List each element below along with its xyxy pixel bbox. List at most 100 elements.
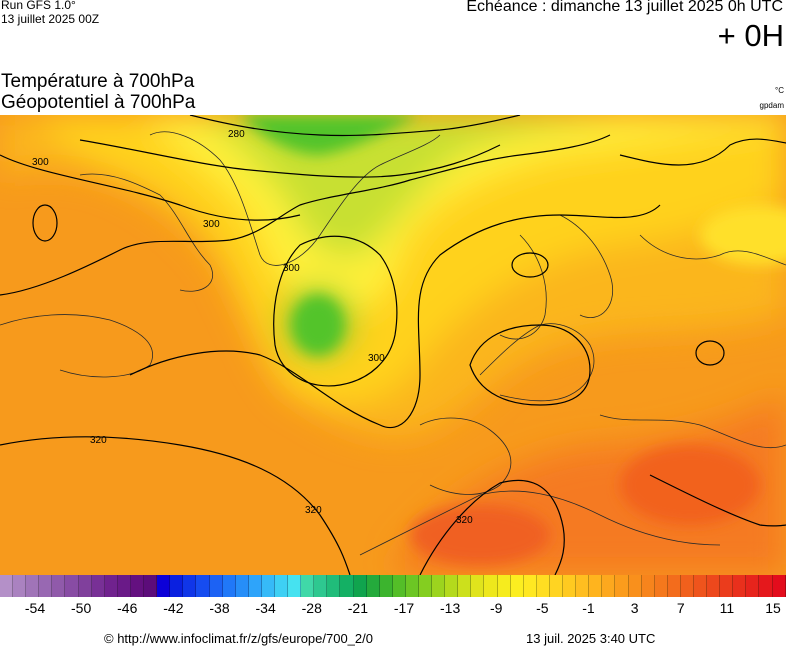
unit-geopotential: gpdam <box>759 101 784 110</box>
colorbar-swatch <box>707 575 721 597</box>
colorbar-swatch <box>497 575 511 597</box>
colorbar-tick-label: -5 <box>536 600 549 616</box>
contour-northeast <box>619 138 786 166</box>
colorbar-tick-label: -54 <box>24 600 46 616</box>
colorbar-tick-label: -1 <box>582 600 595 616</box>
colorbar-tick-label: 3 <box>630 600 639 616</box>
colorbar-swatch <box>65 575 79 597</box>
colorbar-swatch <box>392 575 406 597</box>
colorbar-swatch <box>628 575 642 597</box>
contour-320-east <box>649 474 786 527</box>
colorbar-swatch <box>183 575 197 597</box>
colorbar-swatch <box>654 575 668 597</box>
map-title-geopotential: Géopotentiel à 700hPa <box>1 92 196 113</box>
colorbar-swatch <box>510 575 524 597</box>
contour-label-2: 300 <box>32 157 49 168</box>
contour-low-central-europe <box>469 324 591 406</box>
colorbar-tick-label: 11 <box>719 600 735 616</box>
colorbar-swatch <box>641 575 655 597</box>
colorbar-swatch <box>746 575 760 597</box>
colorbar-tick-label: -28 <box>301 600 322 616</box>
colorbar-swatch <box>680 575 694 597</box>
contour-300-low <box>273 235 398 387</box>
colorbar-swatch <box>759 575 773 597</box>
contour-label-6: 320 <box>90 435 107 446</box>
colorbar-swatch <box>419 575 433 597</box>
contour-label-7: 320 <box>305 505 322 516</box>
contour-320-africa <box>419 479 565 575</box>
colorbar-swatch <box>78 575 92 597</box>
colorbar-swatch <box>733 575 747 597</box>
colorbar-tick-label: -17 <box>393 600 415 616</box>
colorbar-swatch <box>130 575 145 597</box>
unit-temperature: °C <box>775 86 784 95</box>
colorbar-swatch <box>26 575 40 597</box>
colorbar-swatch <box>170 575 184 597</box>
colorbar-swatch <box>196 575 210 597</box>
colorbar-swatch <box>261 575 275 597</box>
contour-low-west <box>32 204 58 242</box>
colorbar-swatch <box>248 575 262 597</box>
colorbar-swatch <box>104 575 118 597</box>
colorbar-tick-label: 7 <box>676 600 685 616</box>
contour-320-west <box>0 436 351 575</box>
colorbar-swatch <box>720 575 734 597</box>
contour-300-long <box>0 134 611 296</box>
colorbar-swatch <box>772 575 786 597</box>
map-title-temperature: Température à 700hPa <box>1 71 195 92</box>
colorbar-swatch <box>405 575 419 597</box>
contour-label-4: 300 <box>283 263 300 274</box>
colorbar-swatch <box>235 575 249 597</box>
colorbar-swatch <box>366 575 380 597</box>
colorbar-tick-label: -21 <box>347 600 368 616</box>
colorbar-swatch <box>445 575 459 597</box>
colorbar-swatch <box>549 575 564 597</box>
contour-310 <box>129 204 661 429</box>
colorbar-tick-label: -42 <box>163 600 184 616</box>
colorbar-tick-label: -13 <box>440 600 461 616</box>
colorbar-swatch <box>274 575 289 597</box>
colorbar-swatch <box>222 575 236 597</box>
run-date: 13 juillet 2025 00Z <box>1 12 100 26</box>
colorbar-swatch <box>301 575 315 597</box>
colorbar-swatch <box>602 575 616 597</box>
weather-map-svg: 280 300 300 300 300 320 320 320 <box>0 115 786 575</box>
colorbar-swatch <box>432 575 446 597</box>
colorbar-swatch <box>52 575 66 597</box>
geopotential-contours <box>0 115 786 575</box>
colorbar-swatch <box>288 575 302 597</box>
colorbar-swatch <box>340 575 354 597</box>
colorbar-swatch <box>209 575 223 597</box>
colorbar-swatch <box>353 575 367 597</box>
colorbar-swatch <box>484 575 498 597</box>
colorbar-swatch <box>117 575 131 597</box>
colorbar-swatch <box>536 575 550 597</box>
colorbar-ticks: -54 -50 -46 -42 -38 -34 -28 -21 -17 -13 -9 -5 -1 3 7 11… <box>0 600 786 618</box>
colorbar-swatch <box>144 575 158 597</box>
colorbar-swatch <box>39 575 53 597</box>
colorbar-swatch <box>314 575 328 597</box>
colorbar-swatch <box>327 575 341 597</box>
weather-map[interactable]: 280 300 300 300 300 320 320 320 <box>0 115 786 575</box>
render-timestamp: 13 juil. 2025 3:40 UTC <box>526 631 656 646</box>
colorbar-tick-label: -9 <box>490 600 503 616</box>
colorbar-swatch <box>563 575 577 597</box>
colorbar-swatch <box>667 575 681 597</box>
contour-low-east <box>695 340 725 366</box>
contour-label-3: 300 <box>203 219 220 230</box>
colorbar-tick-label: -46 <box>117 600 138 616</box>
forecast-offset: + 0H <box>717 18 784 53</box>
copyright-link[interactable]: © http://www.infoclimat.fr/z/gfs/europe/… <box>104 631 373 646</box>
colorbar-swatch <box>458 575 472 597</box>
contour-300-west <box>0 154 301 221</box>
colorbar-swatch <box>91 575 105 597</box>
colorbar-swatch <box>693 575 708 597</box>
run-label: Run GFS 1.0° <box>1 0 76 12</box>
colorbar-swatch <box>379 575 393 597</box>
temperature-colorbar <box>0 575 786 597</box>
colorbar-swatch <box>523 575 537 597</box>
colorbar-tick-label: -34 <box>255 600 276 616</box>
forecast-valid-time: Echéance : dimanche 13 juillet 2025 0h U… <box>466 0 783 15</box>
colorbar-swatch <box>576 575 590 597</box>
colorbar-swatch <box>615 575 629 597</box>
